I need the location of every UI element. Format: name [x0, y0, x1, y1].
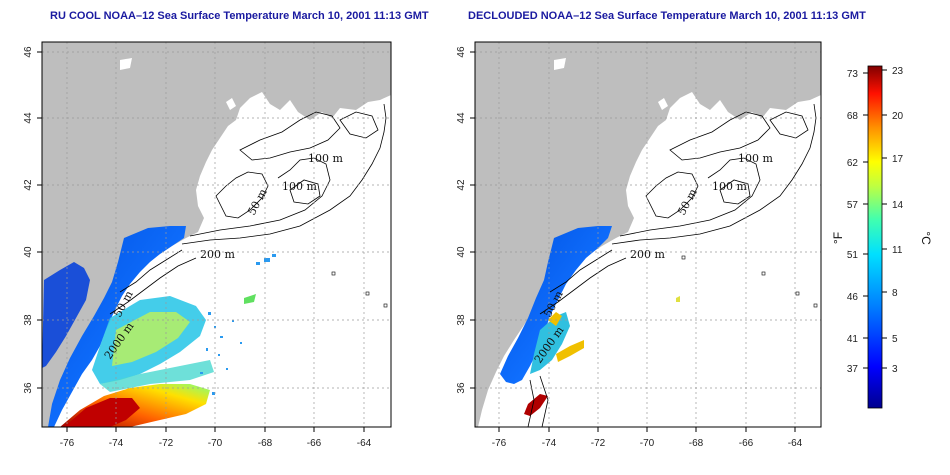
colorbar-f-tick: 46: [847, 292, 859, 303]
left-map-area: [42, 42, 391, 427]
left-grid: [42, 42, 391, 427]
colorbar-c-tick: 20: [892, 111, 904, 122]
left-contour-label-100m-b: 100 m: [282, 180, 317, 193]
left-cold-shelf-water: [48, 226, 186, 427]
right-x-tick: -66: [739, 438, 754, 449]
left-y-tick: 42: [23, 179, 34, 191]
left-x-tick: -70: [208, 438, 223, 449]
right-x-tick: -64: [788, 438, 803, 449]
right-x-tick: -72: [591, 438, 606, 449]
colorbar-c-tick: 11: [892, 245, 903, 256]
right-contour-label-200m: 200 m: [630, 248, 665, 261]
colorbar-f-tick: 41: [847, 334, 859, 345]
right-y-tick: 44: [456, 112, 467, 124]
right-y-tick: 36: [456, 382, 467, 394]
left-map-panel: 100 m 100 m 50 m 200 m 50 m 2000 m -76 -…: [23, 41, 392, 449]
left-coastal-cold-water: [42, 262, 90, 368]
colorbar-c-tick: 14: [892, 200, 904, 211]
left-x-tick: -74: [109, 438, 124, 449]
left-x-tick: -76: [60, 438, 75, 449]
left-y-tick: 40: [23, 246, 34, 258]
right-x-tick: -70: [640, 438, 655, 449]
colorbar-f-tick: 37: [847, 364, 859, 375]
colorbar-f-tick: 73: [847, 69, 859, 80]
right-cold-shelf-water: [500, 226, 612, 384]
temperature-colorbar: 73 68 62 57 51 46 41 37 23 20 17 14 11 8…: [831, 65, 933, 409]
left-contour-label-200m: 200 m: [200, 248, 235, 261]
right-y-tick: 40: [456, 246, 467, 258]
left-tick-marks: [37, 51, 365, 432]
right-warm-filament: [556, 340, 584, 362]
right-y-tick: 46: [456, 46, 467, 58]
colorbar-c-tick: 17: [892, 154, 904, 165]
left-x-tick: -68: [258, 438, 273, 449]
right-map-frame: [474, 41, 822, 428]
fahrenheit-axis-label: °F: [831, 232, 845, 244]
right-bathymetry-contours: [527, 103, 817, 427]
right-gulf-stream: [524, 394, 548, 416]
colorbar-f-tick: 62: [847, 158, 859, 169]
left-y-tick: 38: [23, 314, 34, 326]
left-landmass: [42, 42, 391, 427]
colorbar-ticks: [863, 69, 887, 369]
right-x-tick: -68: [689, 438, 704, 449]
right-grid: [475, 42, 821, 427]
left-map-title: RU COOL NOAA–12 Sea Surface Temperature …: [50, 10, 429, 22]
left-bathymetry-contours: [109, 103, 387, 315]
left-contour-label-100m-a: 100 m: [308, 152, 343, 165]
colorbar-f-tick: 51: [847, 250, 859, 261]
right-y-tick: 38: [456, 314, 467, 326]
colorbar-c-tick: 3: [892, 364, 898, 375]
right-contour-label-100m-b: 100 m: [712, 180, 747, 193]
left-y-tick: 36: [23, 382, 34, 394]
left-map-frame: [41, 41, 392, 428]
colorbar-f-tick: 68: [847, 111, 859, 122]
left-y-tick: 44: [23, 112, 34, 124]
colorbar-f-tick: 57: [847, 200, 859, 211]
celsius-axis-label: °C: [919, 231, 933, 245]
right-map-title: DECLOUDED NOAA–12 Sea Surface Temperatur…: [468, 10, 866, 22]
right-map-panel: 100 m 100 m 50 m 200 m 50 m 2000 m -76 -…: [456, 41, 822, 449]
left-y-tick: 46: [23, 46, 34, 58]
left-x-tick: -72: [159, 438, 174, 449]
left-x-tick: -64: [357, 438, 372, 449]
colorbar-c-tick: 8: [892, 288, 898, 299]
colorbar-gradient: [867, 65, 883, 409]
colorbar-c-tick: 23: [892, 66, 904, 77]
right-map-area: [475, 42, 821, 427]
right-x-tick: -74: [542, 438, 557, 449]
right-x-tick: -76: [492, 438, 507, 449]
colorbar-c-tick: 5: [892, 334, 898, 345]
right-tick-marks: [470, 51, 796, 432]
right-contour-label-100m-a: 100 m: [738, 152, 773, 165]
right-y-tick: 42: [456, 179, 467, 191]
left-x-tick: -66: [307, 438, 322, 449]
right-landmass: [475, 42, 821, 427]
